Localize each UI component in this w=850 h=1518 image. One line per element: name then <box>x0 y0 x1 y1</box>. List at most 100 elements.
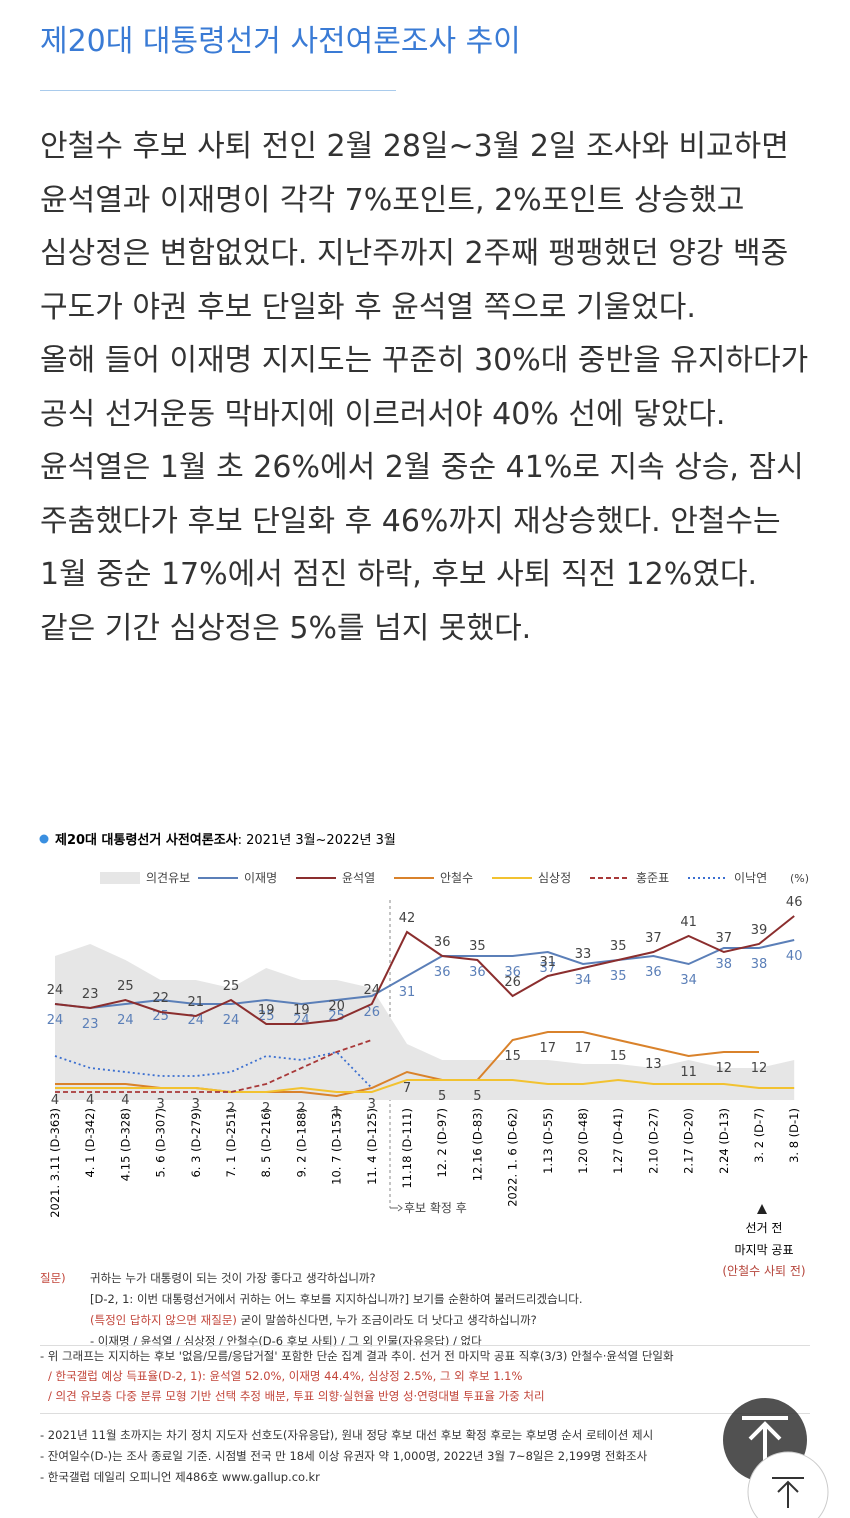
x-tick-label: 6. 3 (D-279) <box>189 1108 203 1178</box>
data-label: 34 <box>680 973 697 988</box>
x-tick-label: 12. 2 (D-97) <box>435 1108 449 1178</box>
note: / 의견 유보층 다중 분류 모형 기반 선택 추정 배분, 투표 의향·실현율… <box>48 1389 545 1403</box>
question-line: [D-2, 1: 이번 대통령선거에서 귀하는 어느 후보를 지지하십니까?] … <box>90 1292 583 1306</box>
x-tick-label: 11. 4 (D-125) <box>365 1108 379 1185</box>
article-title: 제20대 대통령선거 사전여론조사 추이 <box>40 24 521 59</box>
x-tick-label: 2021. 3.11 (D-363) <box>48 1108 62 1218</box>
data-label: 37 <box>645 931 662 946</box>
data-label: 24 <box>223 1013 240 1028</box>
note-rule <box>40 1345 810 1346</box>
data-label: 3 <box>156 1097 164 1112</box>
series-line <box>55 1039 373 1093</box>
note: / 한국갤럽 예상 득표율(D-2, 1): 윤석열 52.0%, 이재명 44… <box>48 1369 523 1383</box>
x-tick-label: 3. 8 (D-1) <box>787 1108 801 1163</box>
data-label: 12 <box>716 1061 733 1076</box>
data-label: 23 <box>82 987 99 1002</box>
data-label: 5 <box>438 1089 446 1104</box>
data-label: 4 <box>86 1093 94 1108</box>
data-label: 38 <box>716 957 733 972</box>
data-label: 33 <box>575 947 592 962</box>
legend-label: 심상정 <box>538 871 571 885</box>
legend-label: 홍준표 <box>636 871 669 885</box>
data-label: 2 <box>262 1101 270 1116</box>
x-tick-label: 8. 5 (D-216) <box>259 1108 273 1178</box>
note: - 위 그래프는 지지하는 후보 '없음/모름/응답거절' 포함한 단순 집계 … <box>40 1349 674 1363</box>
data-label: 39 <box>751 923 768 938</box>
data-label: 20 <box>328 999 345 1014</box>
data-label: 25 <box>223 979 240 994</box>
data-label: 24 <box>47 1013 64 1028</box>
question-line: 질문) 귀하는 누가 대통령이 되는 것이 가장 좋다고 생각하십니까? <box>40 1268 800 1288</box>
data-label: 23 <box>82 1017 99 1032</box>
data-label: 2 <box>227 1101 235 1116</box>
data-label: 19 <box>293 1003 310 1018</box>
series-line <box>55 1078 795 1093</box>
note: - 2021년 11월 초까지는 차기 정치 지도자 선호도(자유응답), 원내… <box>40 1428 654 1442</box>
data-label: 24 <box>47 983 64 998</box>
last-poll-note: (안철수 사퇴 전) <box>722 1264 805 1278</box>
data-label: 5 <box>473 1089 481 1104</box>
x-tick-label: 2.10 (D-27) <box>646 1108 660 1174</box>
data-label: 41 <box>680 915 697 930</box>
data-label: 13 <box>645 1057 662 1072</box>
data-label: 26 <box>364 1005 381 1020</box>
data-label: 3 <box>192 1097 200 1112</box>
data-label: 34 <box>575 973 592 988</box>
legend-label: 이재명 <box>244 871 277 885</box>
series-line <box>54 939 795 1010</box>
data-label: 42 <box>399 911 416 926</box>
data-label: 36 <box>469 965 486 980</box>
legend-label: 윤석열 <box>342 871 375 885</box>
data-label: 1 <box>332 1105 340 1120</box>
x-tick-label: 9. 2 (D-188) <box>294 1108 308 1178</box>
x-tick-label: 2022. 1. 6 (D-62) <box>506 1108 520 1207</box>
question-options: - 이재명 / 윤석열 / 심상정 / 안철수(D-6 후보 사퇴) / 그 외… <box>90 1334 482 1348</box>
data-label: 21 <box>188 995 205 1010</box>
x-tick-label: 10. 7 (D-153) <box>330 1108 344 1185</box>
series-line <box>54 915 795 1025</box>
chart-title: 제20대 대통령선거 사전여론조사: 2021년 3월~2022년 3월 <box>55 832 396 848</box>
data-label: 35 <box>469 939 486 954</box>
x-tick-label: 1.20 (D-48) <box>576 1108 590 1174</box>
data-label: 35 <box>610 969 627 984</box>
paragraph: 올해 들어 이재명 지지도는 꾸준히 30%대 중반을 유지하다가 공식 선거운… <box>40 343 809 646</box>
note-rule <box>40 1413 810 1414</box>
data-label: 35 <box>610 939 627 954</box>
data-label: 37 <box>716 931 733 946</box>
data-label: 3 <box>368 1097 376 1112</box>
data-label: 2 <box>297 1101 305 1116</box>
last-poll-marker <box>757 1204 767 1214</box>
data-label: 46 <box>786 895 803 910</box>
data-label: 24 <box>117 1013 134 1028</box>
chart-subtitle: : 2021년 3월~2022년 3월 <box>238 833 396 848</box>
x-tick-label: 4.15 (D-328) <box>118 1108 132 1181</box>
data-label: 36 <box>645 965 662 980</box>
question-line: (특정인 답하지 않으면 재질문) 굳이 말씀하신다면, 누가 조금이라도 더 … <box>90 1310 850 1330</box>
data-label: 11 <box>680 1065 697 1080</box>
nominee-arrow <box>390 1204 403 1212</box>
legend-swatch <box>100 872 140 884</box>
x-tick-label: 2.17 (D-20) <box>682 1108 696 1174</box>
note: - 잔여일수(D-)는 조사 종료일 기준. 시점별 전국 만 18세 이상 유… <box>40 1449 648 1463</box>
x-tick-label: 11.18 (D-111) <box>400 1108 414 1189</box>
title-dot <box>39 834 49 844</box>
x-tick-label: 3. 2 (D-7) <box>752 1108 766 1163</box>
paragraph: 안철수 후보 사퇴 전인 2월 28일~3월 2일 조사와 비교하면 윤석열과 … <box>40 129 789 325</box>
article-body: 안철수 후보 사퇴 전인 2월 28일~3월 2일 조사와 비교하면 윤석열과 … <box>40 120 815 655</box>
data-label: 24 <box>364 983 381 998</box>
data-label: 36 <box>504 965 521 980</box>
title-rule <box>40 90 396 91</box>
data-label: 40 <box>786 949 803 964</box>
unit-label: (%) <box>790 872 809 885</box>
x-tick-label: 12.16 (D-83) <box>470 1108 484 1181</box>
x-tick-label: 7. 1 (D-251) <box>224 1108 238 1178</box>
legend-label: 이낙연 <box>734 871 767 885</box>
data-label: 38 <box>751 957 768 972</box>
last-poll-note: 선거 전 <box>746 1221 783 1235</box>
data-label: 19 <box>258 1003 275 1018</box>
legend-label: 안철수 <box>440 871 473 885</box>
data-label: 31 <box>540 955 557 970</box>
last-poll-note: 마지막 공표 <box>734 1243 793 1257</box>
